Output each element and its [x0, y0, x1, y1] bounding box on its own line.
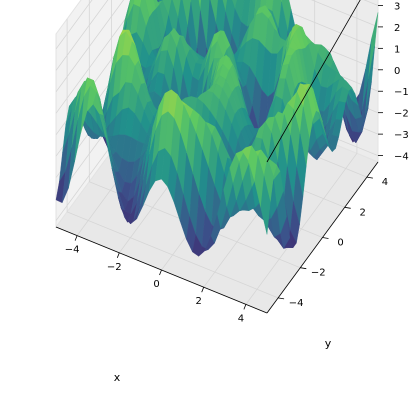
- y-tick: [323, 238, 329, 239]
- z-tick-label: 2: [394, 23, 400, 34]
- z-tick-label: 3: [394, 1, 400, 12]
- x-tick-label: −2: [107, 262, 122, 273]
- x-tick: [117, 253, 119, 258]
- x-tick-label: −4: [65, 245, 80, 256]
- x-tick: [75, 236, 77, 241]
- y-axis-label: y: [325, 337, 332, 350]
- z-tick-label: −1: [394, 87, 409, 98]
- y-tick-label: 0: [337, 238, 343, 249]
- y-tick-label: −4: [289, 298, 304, 309]
- x-tick-label: 0: [153, 279, 159, 290]
- z-tick-label: −2: [394, 109, 409, 120]
- x-tick: [202, 287, 204, 292]
- z-tick-label: −3: [394, 130, 409, 141]
- x-tick-label: 2: [196, 296, 202, 307]
- z-tick-label: 0: [394, 66, 400, 77]
- y-tick: [367, 177, 373, 178]
- y-tick: [300, 268, 306, 269]
- x-tick: [244, 304, 246, 309]
- y-tick-label: 4: [382, 177, 388, 188]
- z-tick-label: −4: [394, 152, 409, 163]
- y-tick-label: 2: [360, 207, 366, 218]
- y-tick: [345, 207, 351, 208]
- x-axis-label: x: [114, 371, 121, 384]
- z-tick-label: 1: [394, 44, 400, 55]
- x-tick: [160, 270, 162, 275]
- x-tick-label: 4: [238, 313, 244, 324]
- y-tick: [278, 298, 284, 299]
- y-tick-label: −2: [311, 268, 326, 279]
